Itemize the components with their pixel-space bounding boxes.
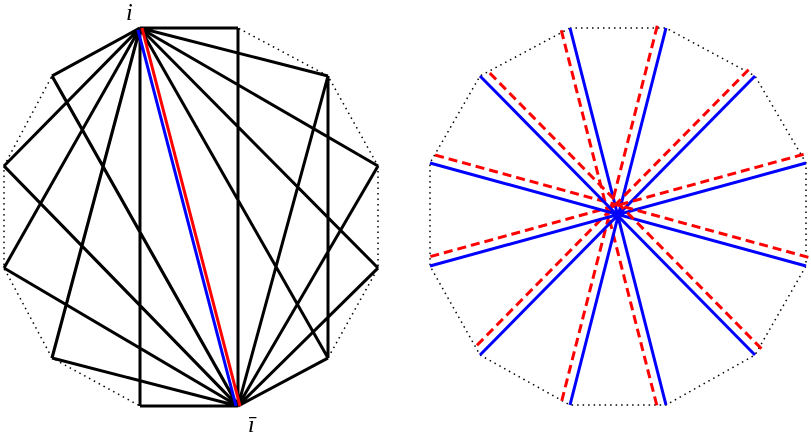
red-dashed-line [472, 68, 750, 350]
chord [50, 27, 142, 359]
chord [138, 27, 330, 359]
chord [139, 26, 329, 78]
right-figure [427, 25, 809, 408]
chord [236, 75, 330, 407]
chord [50, 75, 240, 407]
blue-line [478, 74, 757, 357]
left-figure [2, 26, 380, 408]
red-dashed-line [559, 29, 659, 408]
highlight-chord [136, 29, 238, 407]
chord [2, 27, 142, 269]
vertex-label-bottom: ī [248, 412, 257, 436]
chord [236, 266, 380, 408]
chord [51, 26, 141, 78]
chord [138, 26, 380, 270]
chord [237, 356, 329, 408]
red-dashed-line [559, 25, 659, 404]
chord [139, 26, 379, 168]
red-dashed-line [427, 152, 805, 259]
chord [2, 26, 142, 168]
chord [2, 164, 240, 408]
vertex-label-top: i [126, 0, 133, 26]
red-dashed-line [431, 152, 809, 259]
chord [51, 356, 239, 408]
chord [236, 165, 380, 407]
highlight-chord [140, 27, 242, 407]
red-dashed-line [485, 68, 763, 350]
chord [3, 266, 239, 408]
